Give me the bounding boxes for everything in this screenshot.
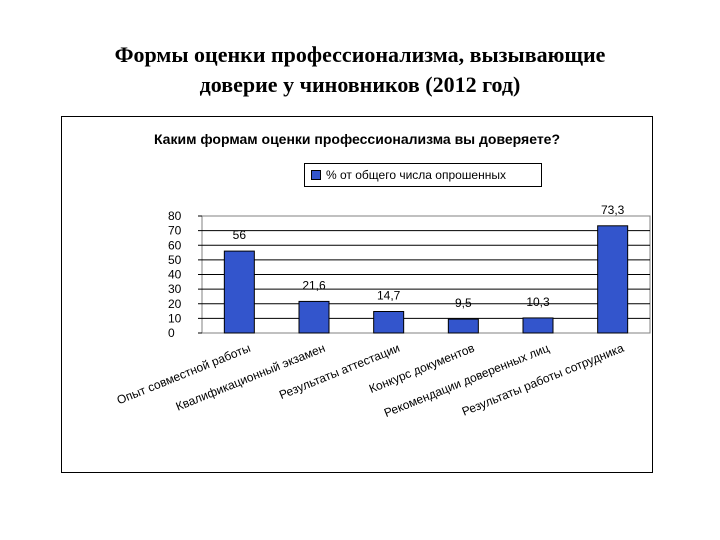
y-tick-label: 10 bbox=[168, 311, 182, 325]
slide-title-line-2: доверие у чиновников (2012 год) bbox=[199, 72, 521, 97]
bar bbox=[522, 317, 554, 334]
y-tick-label: 70 bbox=[168, 224, 182, 238]
bar bbox=[447, 318, 479, 334]
data-label: 10,3 bbox=[526, 295, 550, 309]
slide-title: Формы оценки профессионализма, вызывающи… bbox=[40, 40, 680, 100]
y-tick-label: 20 bbox=[168, 297, 182, 311]
bar bbox=[597, 225, 629, 334]
data-label: 73,3 bbox=[601, 203, 625, 217]
y-tick-label: 60 bbox=[168, 238, 182, 252]
data-label: 56 bbox=[233, 228, 247, 242]
bar bbox=[373, 311, 405, 334]
bar bbox=[298, 300, 330, 334]
y-tick-label: 50 bbox=[168, 253, 182, 267]
legend-swatch bbox=[311, 170, 321, 180]
legend-label: % от общего числа опрошенных bbox=[326, 168, 506, 182]
data-label: 14,7 bbox=[377, 289, 401, 303]
chart-frame: Каким формам оценки профессионализма вы … bbox=[61, 116, 653, 473]
chart-legend: % от общего числа опрошенных bbox=[304, 163, 542, 187]
y-tick-label: 80 bbox=[168, 209, 182, 223]
chart-title: Каким формам оценки профессионализма вы … bbox=[153, 131, 561, 147]
y-tick-label: 40 bbox=[168, 268, 182, 282]
slide-title-line-1: Формы оценки профессионализма, вызывающи… bbox=[114, 42, 606, 67]
y-tick-label: 0 bbox=[168, 326, 175, 340]
data-label: 9,5 bbox=[455, 296, 472, 310]
bar bbox=[223, 250, 255, 334]
data-label: 21,6 bbox=[302, 278, 326, 292]
x-category-label: Результаты аттестации bbox=[277, 341, 402, 402]
y-tick-label: 30 bbox=[168, 282, 182, 296]
